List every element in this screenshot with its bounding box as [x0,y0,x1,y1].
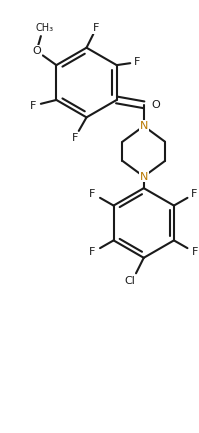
Text: O: O [33,45,41,55]
Text: F: F [192,247,198,257]
Text: N: N [139,171,148,181]
Text: F: F [191,189,197,199]
Text: F: F [72,132,78,142]
Text: Cl: Cl [125,276,136,286]
Text: F: F [89,189,96,199]
Text: N: N [139,121,148,131]
Text: F: F [93,23,99,33]
Text: CH₃: CH₃ [36,23,54,33]
Text: F: F [30,101,36,111]
Text: F: F [89,247,96,257]
Text: F: F [134,57,140,67]
Text: O: O [151,100,160,110]
